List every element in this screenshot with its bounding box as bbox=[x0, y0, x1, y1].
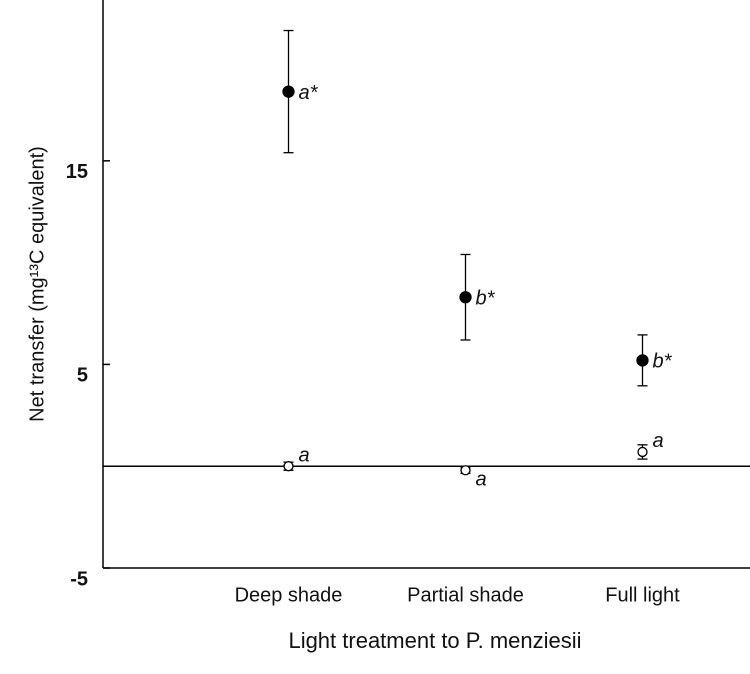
point-label: a* bbox=[299, 82, 319, 104]
point-label: b* bbox=[653, 351, 673, 373]
y-tick-label: -5 bbox=[70, 568, 88, 590]
point bbox=[460, 465, 471, 476]
y-axis-label: Net transfer (mg¹³C equivalent) bbox=[26, 146, 48, 422]
x-axis-label: Light treatment to P. menziesii bbox=[288, 628, 581, 653]
y-tick-label: 15 bbox=[66, 161, 88, 183]
point bbox=[636, 354, 649, 367]
point bbox=[459, 291, 472, 304]
point bbox=[282, 85, 295, 98]
x-tick-label: Full light bbox=[605, 584, 680, 606]
point-label: a bbox=[299, 444, 310, 466]
point bbox=[637, 446, 648, 458]
y-tick-label: 5 bbox=[77, 365, 88, 387]
point-label: a bbox=[476, 469, 487, 491]
x-tick-label: Deep shade bbox=[235, 584, 343, 606]
x-tick-label: Partial shade bbox=[407, 584, 524, 606]
point bbox=[283, 461, 294, 472]
point-label: b* bbox=[476, 288, 496, 310]
point-label: a bbox=[653, 430, 664, 452]
